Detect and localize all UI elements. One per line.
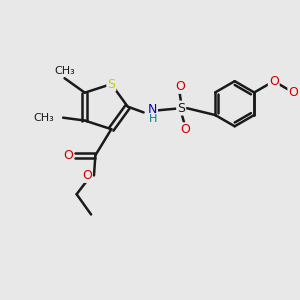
Text: N: N: [148, 103, 157, 116]
Text: H: H: [149, 114, 157, 124]
Text: O: O: [181, 123, 190, 136]
Text: CH₃: CH₃: [54, 66, 75, 76]
Text: O: O: [269, 75, 279, 88]
Text: S: S: [107, 78, 115, 91]
Text: O: O: [82, 169, 92, 182]
Text: O: O: [175, 80, 185, 93]
Text: CH₃: CH₃: [34, 113, 54, 123]
Text: S: S: [177, 102, 185, 115]
Text: O: O: [288, 86, 298, 99]
Text: O: O: [63, 149, 73, 162]
